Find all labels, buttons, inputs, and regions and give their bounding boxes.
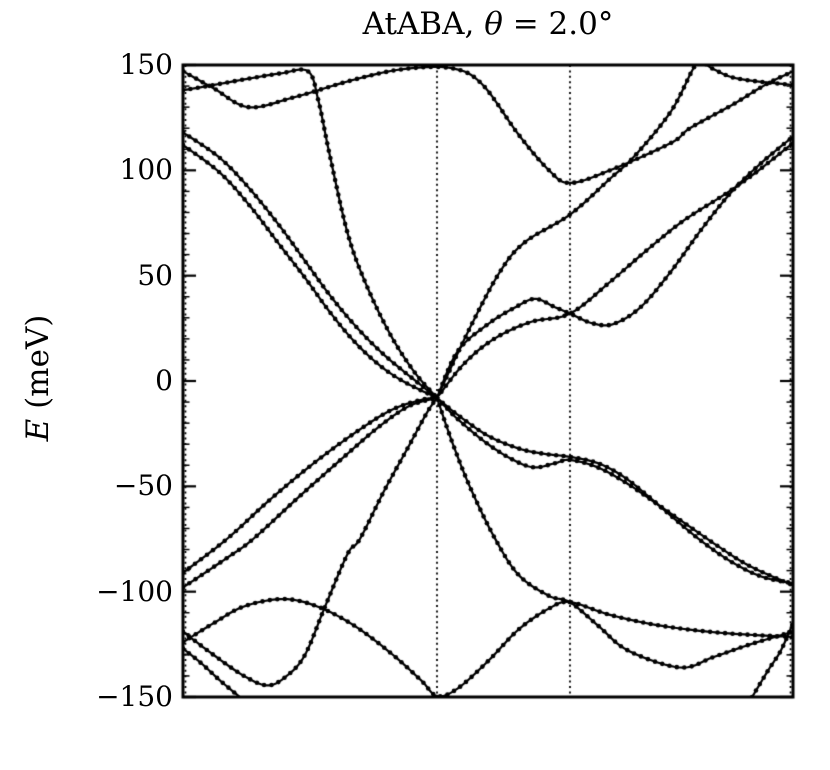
y-tick-label: 100	[119, 153, 173, 187]
y-tick-label: −50	[113, 469, 173, 503]
y-tick-label: −150	[96, 680, 173, 713]
y-axis-label: E (meV)	[20, 314, 56, 442]
plot-title: AtABA, θ = 2.0°	[362, 6, 614, 42]
y-tick-label: −100	[96, 574, 173, 608]
energy-variable: E	[20, 418, 56, 442]
theta-symbol: θ	[484, 6, 503, 42]
y-tick-label: 0	[155, 364, 173, 397]
y-tick-label: 150	[119, 48, 173, 81]
y-tick-label: 50	[137, 258, 173, 292]
